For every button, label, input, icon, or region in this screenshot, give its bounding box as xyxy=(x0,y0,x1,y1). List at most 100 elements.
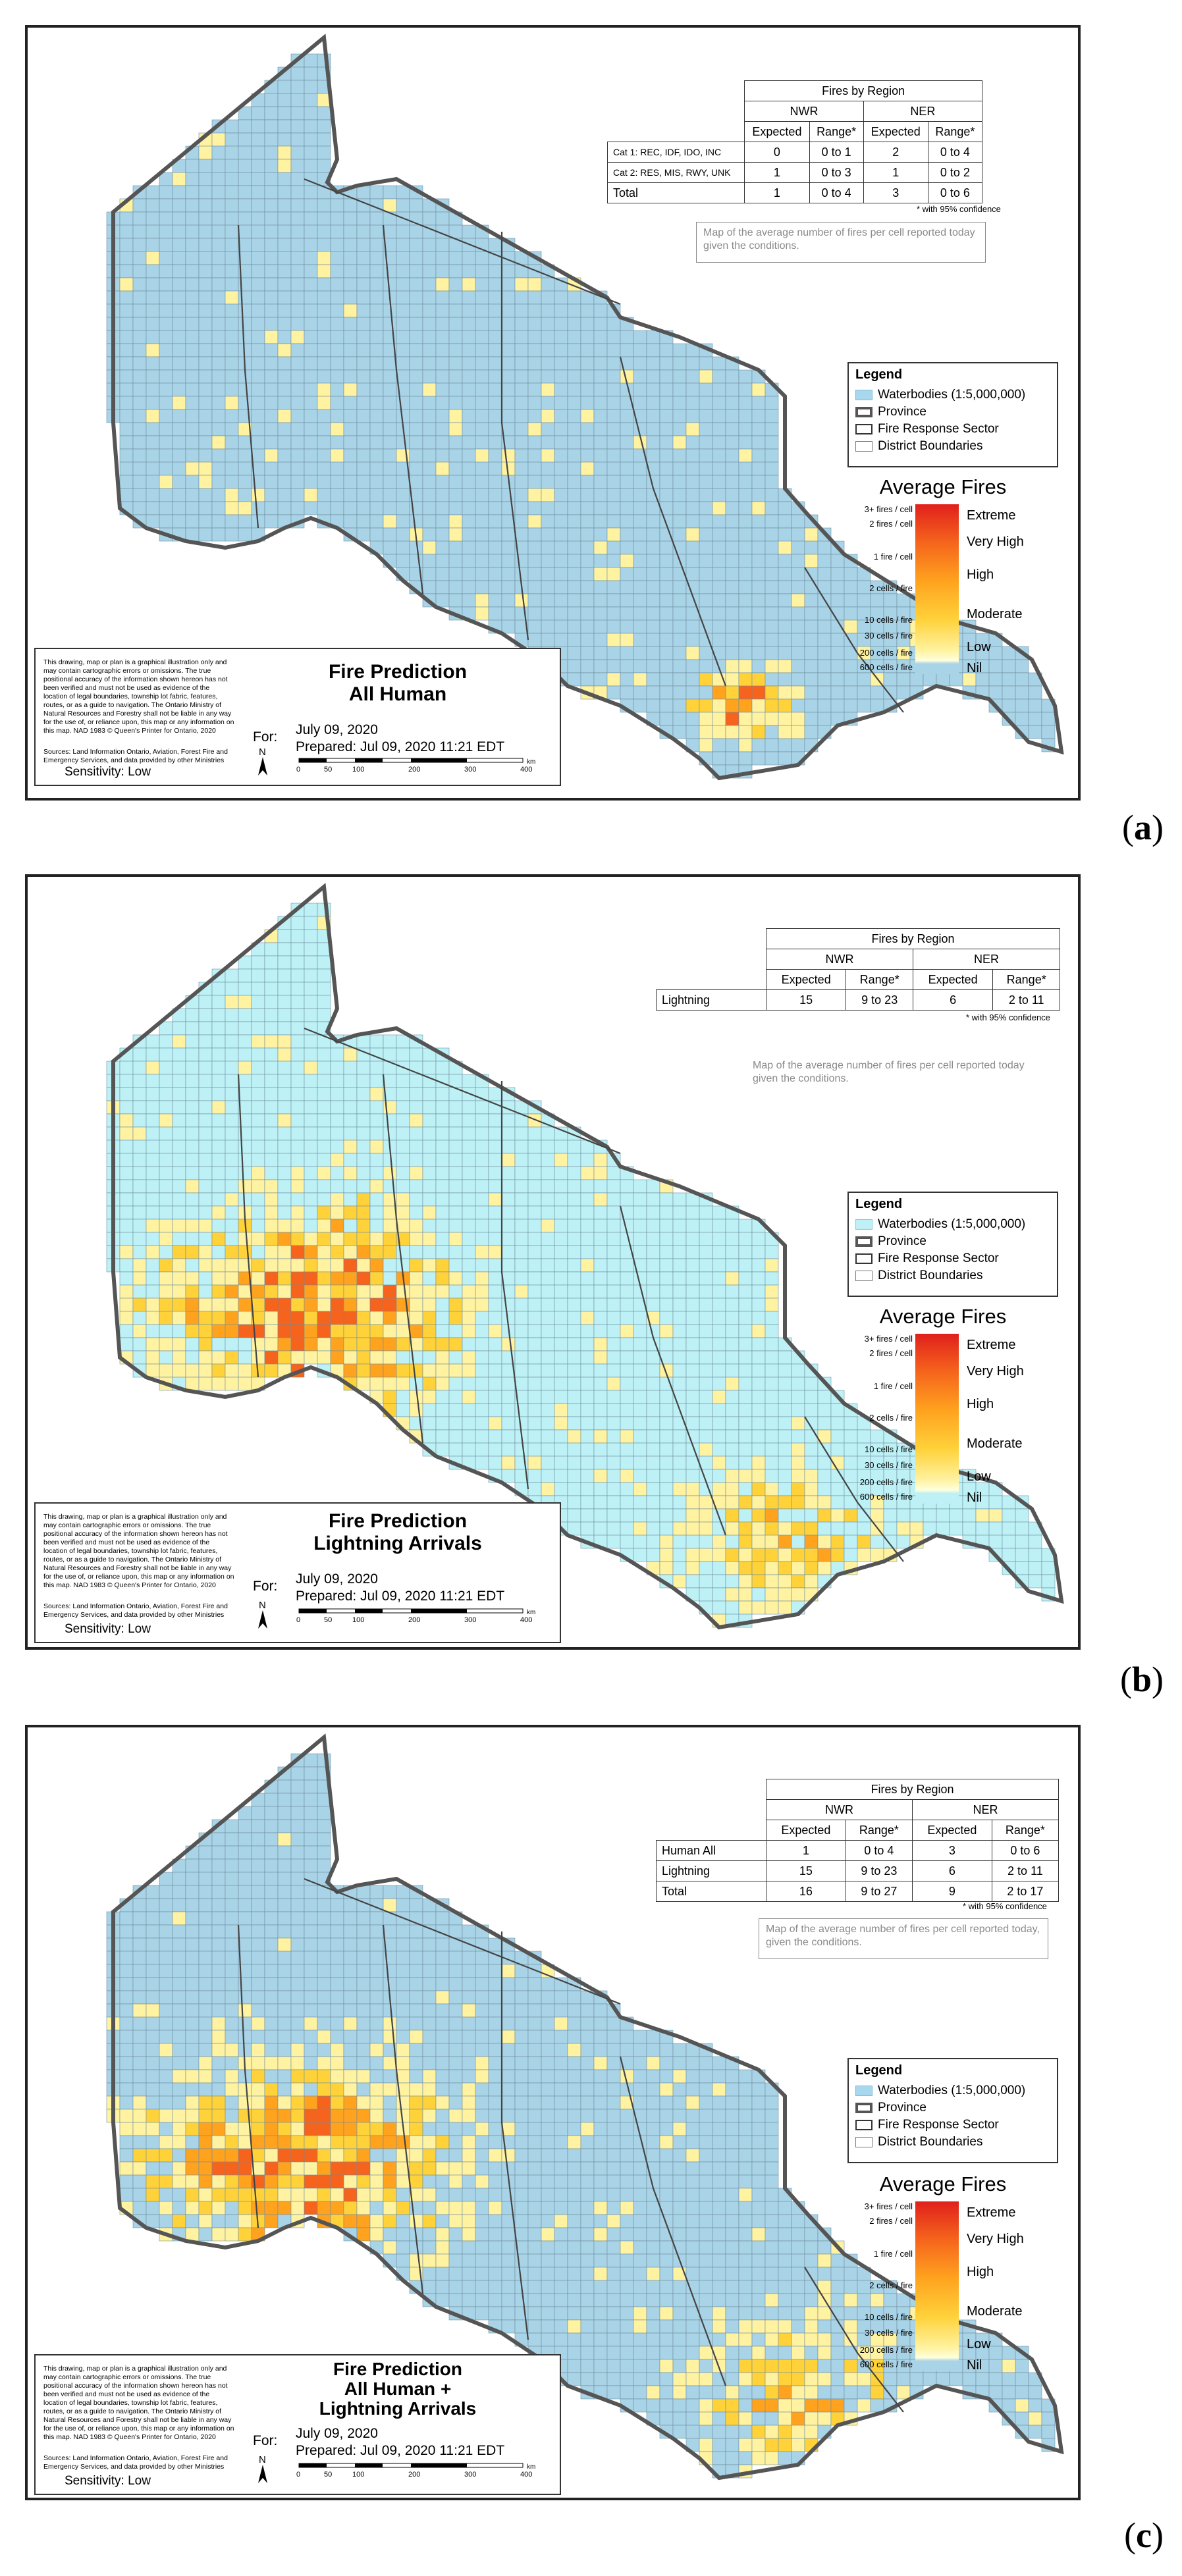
panel-label-c: (c) xyxy=(1124,2515,1164,2555)
panel-a: Fires by Region NWR NER Expected Range* Exp… xyxy=(25,25,1081,801)
district-boundary xyxy=(382,1924,424,2294)
sensitivity: Sensitivity: Low xyxy=(65,765,151,779)
title-block: This drawing, map or plan is a graphical… xyxy=(34,1502,561,1643)
sources: Sources: Land Information Ontario, Aviat… xyxy=(43,2454,228,2471)
title-block: This drawing, map or plan is a graphical… xyxy=(34,2354,561,2495)
district-boundary xyxy=(382,224,424,594)
svg-text:km: km xyxy=(527,1609,535,1616)
color-ramp xyxy=(915,1334,959,1504)
svg-text:300: 300 xyxy=(464,1616,476,1624)
legend: Legend Waterbodies (1:5,000,000) Provinc… xyxy=(847,362,1058,467)
map-title: Fire Prediction Lightning Arrivals xyxy=(313,1510,482,1554)
district-boundary xyxy=(619,2056,727,2386)
fires-by-region-table: Fires by Region NWR NER Expected Range* Exp… xyxy=(656,1779,1060,1902)
waterbodies-swatch xyxy=(855,1219,873,1230)
svg-text:km: km xyxy=(527,758,535,766)
panel-label-a: (a) xyxy=(1122,808,1164,847)
district-boundary xyxy=(304,1878,621,2005)
svg-text:400: 400 xyxy=(520,1616,532,1624)
svg-text:0: 0 xyxy=(296,766,300,774)
province-boundary xyxy=(111,883,1064,1630)
district-swatch xyxy=(855,2137,873,2147)
province-swatch xyxy=(855,1236,873,1247)
sector-swatch xyxy=(855,1253,873,1264)
svg-text:50: 50 xyxy=(324,1616,332,1624)
region-header: NER xyxy=(911,1799,1060,1820)
waterbodies-swatch xyxy=(855,2086,873,2096)
district-boundary xyxy=(304,1027,621,1155)
legend: Legend Waterbodies (1:5,000,000) Provinc… xyxy=(847,2058,1058,2163)
confidence-note: * with 95% confidence xyxy=(963,1901,1047,1911)
district-boundary xyxy=(804,567,904,713)
region-header: NER xyxy=(912,949,1061,970)
sector-swatch xyxy=(855,424,873,434)
scale-title: Average Fires xyxy=(879,2172,1007,2195)
svg-text:N: N xyxy=(259,747,266,758)
color-ramp xyxy=(915,2201,959,2371)
svg-text:200: 200 xyxy=(408,1616,420,1624)
svg-text:200: 200 xyxy=(408,766,420,774)
table-caption: Fires by Region xyxy=(766,1779,1059,1800)
map-note: Map of the average number of fires per c… xyxy=(745,1055,1035,1095)
table-row: Lightning 15 9 to 23 6 2 to 11 xyxy=(656,1860,1060,1881)
district-boundary xyxy=(619,356,727,687)
svg-text:100: 100 xyxy=(352,766,364,774)
map-note: Map of the average number of fires per c… xyxy=(696,222,986,263)
district-boundary xyxy=(237,224,259,529)
province-boundary xyxy=(111,34,1064,781)
district-boundary xyxy=(500,232,529,641)
legend: Legend Waterbodies (1:5,000,000) Provinc… xyxy=(847,1192,1058,1297)
panel-label-b: (b) xyxy=(1119,1660,1164,1699)
column-header: Expected xyxy=(863,121,928,142)
waterbodies-swatch xyxy=(855,390,873,400)
average-fires-scale: Average Fires 3+ fires / cell 2 fires / … xyxy=(844,475,1042,693)
panel-c: Fires by Region NWR NER Expected Range* Exp… xyxy=(25,1725,1081,2500)
fire-map-a xyxy=(106,34,1064,781)
column-header: Range* xyxy=(927,121,983,142)
district-swatch xyxy=(855,1271,873,1281)
north-arrow-icon: N xyxy=(258,747,267,775)
disclaimer: This drawing, map or plan is a graphical… xyxy=(43,2365,234,2441)
confidence-note: * with 95% confidence xyxy=(917,204,1001,214)
fire-map-c xyxy=(106,1733,1064,2481)
district-boundary xyxy=(619,1205,727,1536)
district-boundary xyxy=(500,1932,529,2340)
average-fires-scale: Average Fires 3+ fires / cell 2 fires / … xyxy=(844,2172,1042,2390)
scale-title: Average Fires xyxy=(879,475,1007,498)
table-row: Total 16 9 to 27 9 2 to 17 xyxy=(656,1881,1060,1902)
svg-text:50: 50 xyxy=(324,766,332,774)
map-title: Fire Prediction All Human xyxy=(328,661,468,705)
column-header: Expected xyxy=(744,121,810,142)
color-ramp xyxy=(915,504,959,674)
grid-cells xyxy=(106,903,1056,1628)
for-label: For: xyxy=(253,2433,278,2448)
sources: Sources: Land Information Ontario, Aviat… xyxy=(43,748,228,764)
scale-title: Average Fires xyxy=(879,1305,1007,1328)
north-arrow-icon: N xyxy=(258,2454,267,2483)
svg-text:300: 300 xyxy=(464,766,476,774)
map-note: Map of the average number of fires per c… xyxy=(759,1918,1048,1959)
date-block: July 09, 2020 Prepared: Jul 09, 2020 11:… xyxy=(296,1571,505,1604)
province-swatch xyxy=(855,2103,873,2113)
region-header: NWR xyxy=(766,949,913,970)
date-block: July 09, 2020 Prepared: Jul 09, 2020 11:… xyxy=(296,722,505,754)
map-title: Fire Prediction All Human + Lightning Ar… xyxy=(319,2359,477,2419)
district-boundary xyxy=(804,2267,904,2413)
fire-map-b xyxy=(106,883,1064,1630)
average-fires-scale: Average Fires 3+ fires / cell 2 fires / … xyxy=(844,1305,1042,1522)
north-arrow-icon: N xyxy=(258,1600,267,1629)
district-boundary xyxy=(500,1081,529,1490)
for-label: For: xyxy=(253,1579,278,1594)
date-block: July 09, 2020 Prepared: Jul 09, 2020 11:… xyxy=(296,2426,505,2458)
svg-text:100: 100 xyxy=(352,1616,364,1624)
region-header: NWR xyxy=(744,101,864,122)
title-block: This drawing, map or plan is a graphical… xyxy=(34,648,561,786)
svg-text:400: 400 xyxy=(520,766,532,774)
